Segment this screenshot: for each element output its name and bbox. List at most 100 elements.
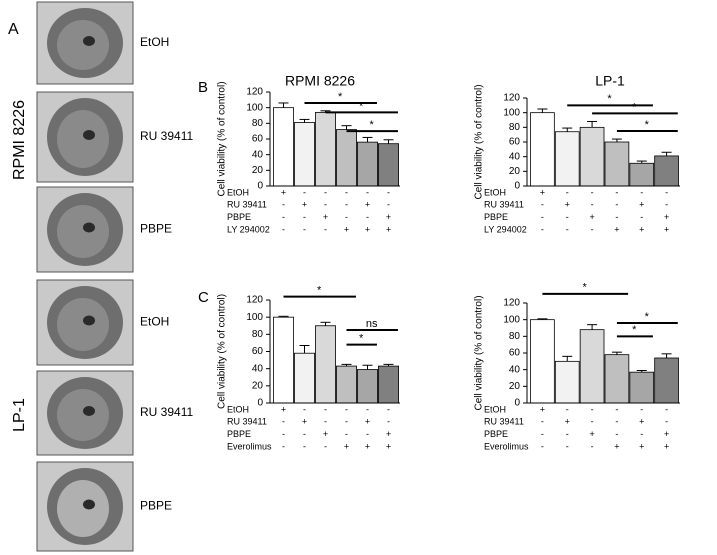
y-tick-label: 20: [509, 166, 521, 177]
treatment-sign: +: [386, 441, 391, 451]
treatment-sign: -: [282, 417, 285, 427]
treatment-sign: +: [540, 404, 545, 414]
y-tick-label: 100: [503, 107, 520, 118]
chart-title: RPMI 8226: [285, 73, 355, 89]
y-tick-label: 20: [252, 165, 264, 176]
treatment-sign: +: [323, 429, 328, 439]
treatment-sign: -: [591, 404, 594, 414]
nucleolus: [83, 499, 95, 510]
treatment-sign: -: [591, 441, 594, 451]
y-tick-label: 60: [252, 134, 264, 145]
treatment-sign: -: [303, 404, 306, 414]
y-tick-label: 60: [509, 137, 521, 148]
treatment-sign: -: [615, 187, 618, 197]
y-tick-label: 0: [257, 181, 263, 192]
image-label: RU 39411: [140, 129, 193, 143]
micrograph: [36, 91, 134, 183]
treatment-sign: -: [282, 441, 285, 451]
bar: [294, 122, 315, 187]
nucleus: [57, 205, 109, 258]
treatment-sign: -: [615, 417, 618, 427]
treatment-sign: -: [345, 187, 348, 197]
treatment-label: LY 294002: [227, 224, 270, 234]
bar: [554, 360, 580, 404]
y-tick-label: 120: [503, 93, 520, 104]
y-axis-label: Cell viability (% of control): [474, 295, 485, 410]
bar: [654, 357, 679, 404]
treatment-label: RU 39411: [227, 417, 267, 427]
significance-label: *: [359, 333, 364, 345]
treatment-sign: -: [303, 212, 306, 222]
treatment-sign: -: [591, 417, 594, 427]
y-tick-label: 0: [257, 398, 263, 409]
nucleolus: [83, 36, 95, 46]
treatment-sign: +: [281, 187, 286, 197]
y-axis-label: Cell viability (% of control): [474, 84, 485, 199]
treatment-sign: -: [566, 187, 569, 197]
bar: [378, 143, 399, 187]
y-tick-label: 60: [252, 346, 264, 357]
treatment-sign: -: [566, 441, 569, 451]
significance-label: *: [582, 282, 587, 294]
y-tick-label: 20: [252, 380, 264, 391]
y-tick-label: 40: [509, 364, 521, 375]
treatment-sign: -: [303, 429, 306, 439]
treatment-sign: -: [303, 441, 306, 451]
treatment-sign: -: [282, 212, 285, 222]
significance-label: *: [338, 91, 343, 103]
cell-line-label: RPMI 8226: [11, 100, 28, 180]
y-tick-label: 40: [252, 149, 264, 160]
treatment-sign: +: [664, 429, 669, 439]
treatment-sign: -: [366, 187, 369, 197]
treatment-sign: -: [615, 429, 618, 439]
micrograph: [36, 461, 134, 552]
treatment-sign: -: [345, 429, 348, 439]
significance-label: *: [632, 101, 637, 113]
image-label: EtOH: [140, 315, 169, 329]
y-tick-label: 100: [246, 102, 263, 113]
treatment-sign: -: [615, 200, 618, 210]
treatment-sign: -: [566, 212, 569, 222]
micrograph: [36, 370, 134, 456]
significance-label: *: [359, 100, 364, 112]
y-tick-label: 80: [252, 118, 264, 129]
nucleolus: [83, 222, 95, 233]
image-label: EtOH: [140, 35, 169, 49]
bar: [629, 162, 655, 187]
treatment-sign: +: [302, 200, 307, 210]
y-tick-label: 100: [503, 314, 520, 325]
treatment-sign: -: [640, 187, 643, 197]
treatment-sign: +: [302, 417, 307, 427]
nucleus: [57, 110, 109, 168]
treatment-sign: -: [387, 404, 390, 414]
treatment-sign: -: [345, 212, 348, 222]
treatment-sign: +: [614, 441, 619, 451]
treatment-sign: +: [344, 441, 349, 451]
treatment-sign: -: [366, 212, 369, 222]
bar: [629, 371, 655, 404]
micrograph: [36, 1, 134, 85]
significance-label: *: [645, 311, 650, 323]
treatment-sign: -: [345, 200, 348, 210]
y-tick-label: 120: [503, 298, 520, 309]
treatment-sign: -: [541, 417, 544, 427]
treatment-sign: -: [541, 441, 544, 451]
bar: [315, 325, 336, 404]
bar: [378, 365, 399, 404]
bar: [604, 141, 630, 187]
bar: [357, 141, 378, 187]
treatment-sign: +: [589, 212, 594, 222]
image-label: RU 39411: [140, 405, 193, 419]
treatment-sign: -: [615, 404, 618, 414]
y-tick-label: 80: [509, 331, 521, 342]
treatment-label: Everolimus: [227, 441, 272, 451]
treatment-sign: -: [665, 187, 668, 197]
treatment-label: PBPE: [484, 429, 508, 439]
bar: [530, 319, 555, 404]
treatment-sign: -: [615, 212, 618, 222]
treatment-label: PBPE: [227, 212, 251, 222]
bar: [273, 316, 294, 404]
image-label: PBPE: [140, 222, 172, 236]
